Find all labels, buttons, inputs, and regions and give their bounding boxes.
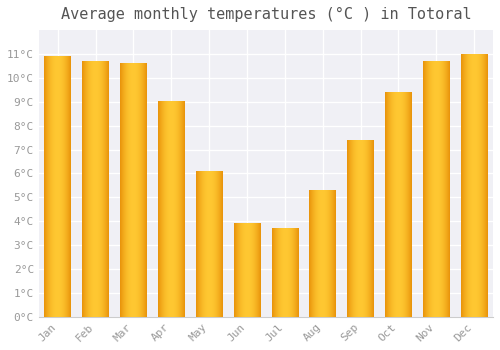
Title: Average monthly temperatures (°C ) in Totoral: Average monthly temperatures (°C ) in To…	[60, 7, 471, 22]
